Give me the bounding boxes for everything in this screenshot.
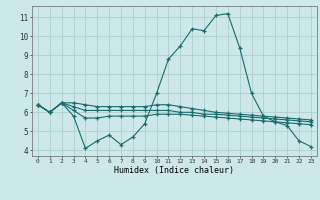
X-axis label: Humidex (Indice chaleur): Humidex (Indice chaleur) xyxy=(115,166,234,175)
